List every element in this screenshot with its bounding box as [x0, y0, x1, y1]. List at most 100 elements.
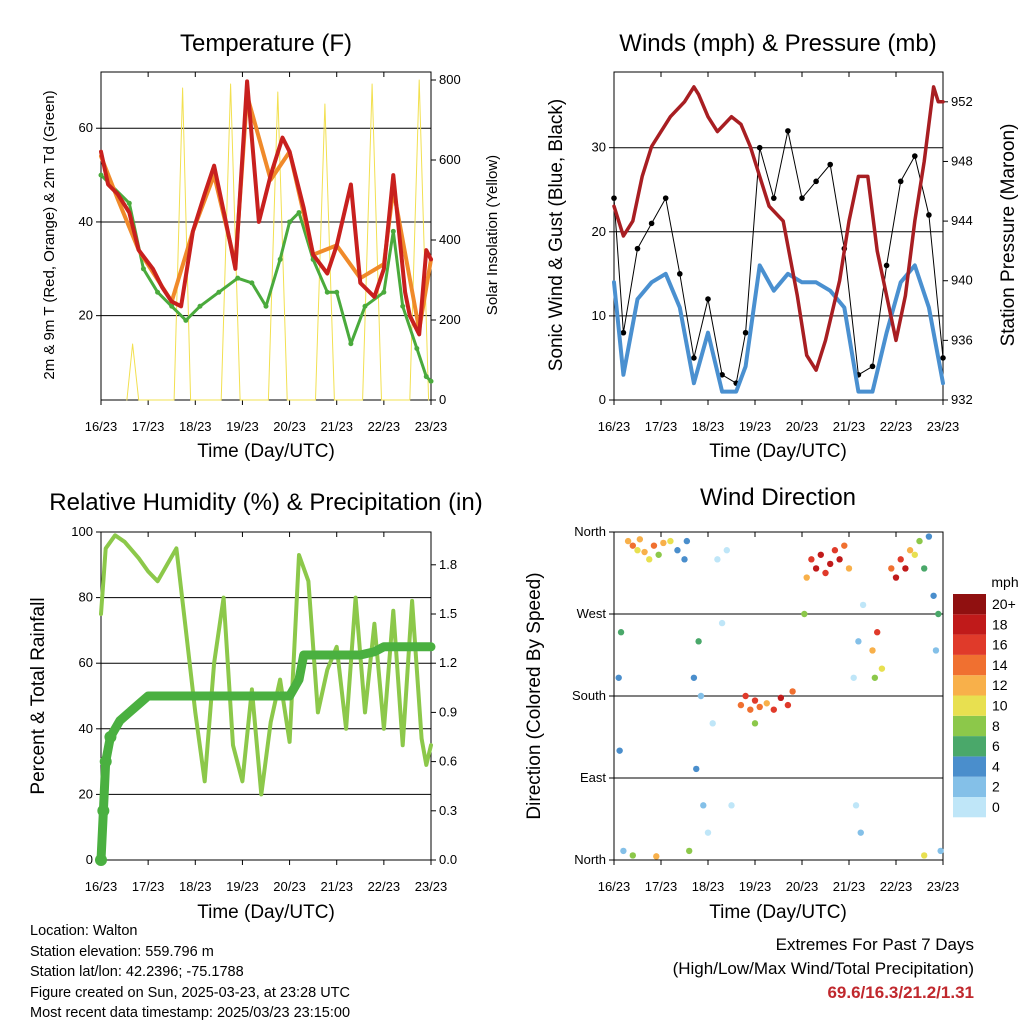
humidity-xtick-label-1: 17/23 — [132, 879, 165, 894]
temperature-xtick-label-5: 21/23 — [320, 419, 353, 434]
winds-y2tick-label-4: 948 — [951, 153, 973, 168]
temperature-point-dewpoint-24 — [423, 374, 429, 380]
direction-plot-frame — [613, 531, 944, 861]
humidity-xtick-label-0: 16/23 — [85, 879, 118, 894]
direction-point-31 — [737, 701, 745, 709]
extremes-heading: Extremes For Past 7 Days — [775, 935, 974, 954]
winds-xtick-label-6: 22/23 — [880, 419, 913, 434]
temperature-point-dewpoint-0 — [98, 172, 104, 178]
direction-point-43 — [803, 574, 810, 581]
temperature-point-dewpoint-3 — [140, 266, 146, 272]
winds-xtick-label-3: 19/23 — [739, 419, 772, 434]
humidity-y2tick-label-6: 1.8 — [439, 557, 457, 572]
temperature-title: Temperature (F) — [180, 30, 352, 57]
direction-point-55 — [852, 802, 860, 809]
temperature-series-dewpoint — [99, 173, 433, 383]
winds-plot-frame — [613, 71, 944, 401]
humidity-xtick-label-2: 18/23 — [179, 879, 212, 894]
temperature-xtick-label-0: 16/23 — [85, 419, 118, 434]
temperature-y2tick-label-0: 0 — [439, 392, 446, 407]
humidity-y2tick-label-3: 0.9 — [439, 704, 457, 719]
humidity-ylabel-left: Percent & Total Rainfall — [28, 597, 49, 794]
direction-ytick-label-0: North — [574, 852, 606, 867]
direction-point-36 — [763, 700, 770, 707]
direction-point-35 — [756, 703, 763, 711]
direction-xtick-label-7: 23/23 — [927, 879, 960, 894]
direction-point-3 — [636, 536, 644, 543]
humidity-xlabel: Time (Day/UTC) — [197, 902, 335, 923]
direction-point-22 — [697, 692, 705, 700]
humidity-panel: Relative Humidity (%) & Precipitation (i… — [28, 489, 483, 923]
winds-series-sonic — [612, 263, 945, 394]
temperature-xtick-label-1: 17/23 — [132, 419, 165, 434]
winds-series-pressure — [612, 85, 945, 372]
direction-point-25 — [704, 829, 712, 836]
direction-ytick-label-3: West — [577, 606, 607, 621]
direction-xtick-label-3: 19/23 — [739, 879, 772, 894]
direction-xtick-label-0: 16/23 — [598, 879, 631, 894]
direction-point-47 — [822, 569, 829, 577]
recent-data-timestamp: Most recent data timestamp: 2025/03/23 2… — [30, 1005, 351, 1021]
temperature-point-dewpoint-22 — [400, 303, 406, 309]
humidity-title: Relative Humidity (%) & Precipitation (i… — [49, 489, 482, 516]
direction-legend-swatch-7 — [953, 654, 986, 676]
direction-point-72 — [932, 647, 940, 654]
winds-y2tick-label-5: 952 — [951, 94, 973, 109]
humidity-plot-frame — [100, 531, 432, 861]
direction-point-52 — [845, 565, 853, 572]
temperature-point-dewpoint-2 — [126, 200, 132, 206]
direction-point-71 — [930, 592, 937, 599]
direction-point-11 — [681, 556, 688, 563]
direction-point-39 — [784, 701, 792, 709]
temperature-xlabel: Time (Day/UTC) — [197, 441, 335, 462]
direction-point-69 — [921, 565, 928, 572]
direction-ylabel-left: Direction (Colored By Speed) — [524, 572, 545, 819]
station-info: Location: Walton Station elevation: 559.… — [30, 921, 350, 1024]
temperature-point-dewpoint-7 — [197, 303, 203, 309]
direction-point-8 — [660, 539, 667, 547]
direction-point-58 — [869, 647, 876, 654]
temperature-point-dewpoint-9 — [235, 275, 241, 281]
winds-ytick-label-0: 0 — [599, 392, 606, 407]
winds-ylabel-right: Station Pressure (Maroon) — [998, 124, 1019, 347]
direction-legend-swatch-10 — [953, 594, 986, 615]
direction-legend-label-2: 4 — [992, 758, 1000, 774]
winds-xtick-label-5: 21/23 — [833, 419, 866, 434]
direction-point-62 — [888, 565, 895, 572]
direction-point-16 — [620, 847, 627, 855]
direction-point-14 — [616, 747, 623, 754]
temperature-point-dewpoint-16 — [324, 289, 330, 295]
winds-ytick-label-1: 10 — [592, 308, 606, 323]
winds-xtick-label-0: 16/23 — [598, 419, 631, 434]
temperature-point-dewpoint-23 — [414, 345, 420, 351]
temperature-xtick-label-2: 18/23 — [179, 419, 212, 434]
direction-point-5 — [646, 556, 653, 563]
direction-point-24 — [700, 802, 707, 809]
direction-point-67 — [911, 551, 918, 558]
direction-legend-swatch-4 — [953, 715, 986, 737]
winds-xtick-label-1: 17/23 — [645, 419, 678, 434]
direction-point-37 — [770, 706, 777, 713]
direction-point-45 — [812, 565, 820, 572]
direction-point-12 — [683, 537, 691, 545]
humidity-point-precip-3 — [104, 731, 117, 743]
direction-legend-swatch-9 — [953, 614, 986, 635]
temperature-point-dewpoint-6 — [183, 317, 189, 323]
direction-point-2 — [634, 547, 641, 554]
direction-xtick-label-6: 22/23 — [880, 879, 913, 894]
humidity-y2tick-label-4: 1.2 — [439, 655, 457, 670]
direction-legend-label-7: 14 — [992, 657, 1008, 673]
direction-point-48 — [827, 560, 834, 568]
direction-legend-label-4: 8 — [992, 718, 1000, 734]
direction-point-49 — [831, 547, 839, 554]
direction-legend-title: mph — [991, 574, 1018, 590]
direction-point-0 — [624, 537, 632, 545]
direction-point-7 — [655, 551, 662, 558]
humidity-ytick-label-1: 20 — [79, 786, 93, 801]
temperature-ytick-label-1: 40 — [79, 214, 93, 229]
temperature-xtick-label-4: 20/23 — [273, 419, 306, 434]
temperature-point-dewpoint-8 — [216, 289, 222, 295]
temperature-y2tick-label-3: 600 — [439, 152, 461, 167]
direction-legend-label-0: 0 — [992, 799, 1000, 815]
direction-panel: Wind Direction Time (Day/UTC) Direction … — [524, 484, 1019, 923]
